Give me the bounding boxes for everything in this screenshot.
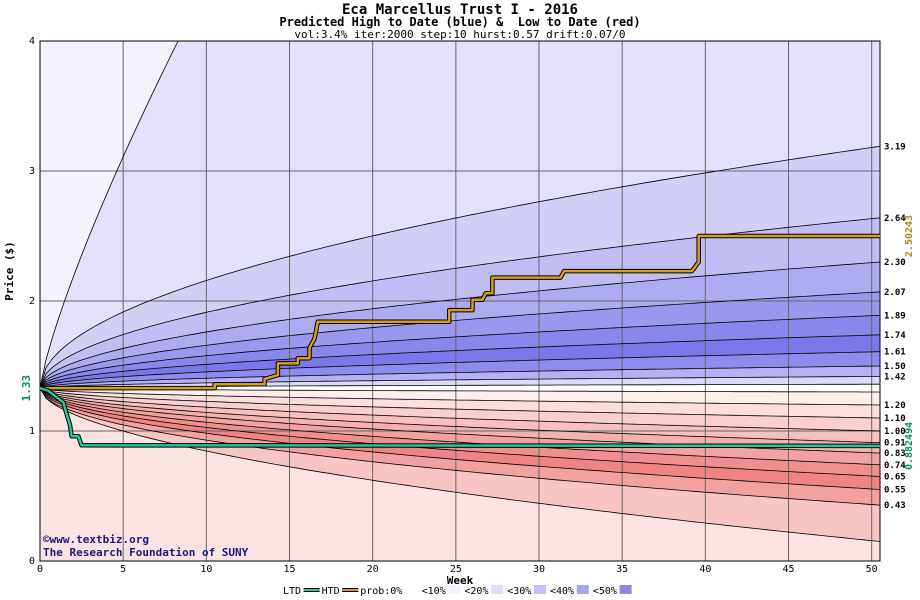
low-curve-6: [39, 387, 881, 466]
percentile-end-label: 1.50: [884, 362, 906, 372]
low-curve-8: [39, 387, 881, 490]
x-tick-label: 35: [616, 564, 628, 575]
y-tick-label: 3: [29, 166, 35, 177]
high-curve-1: [39, 145, 881, 389]
x-tick-label: 0: [37, 564, 43, 575]
x-axis-label: Week: [447, 574, 474, 587]
percentile-end-label: 1.20: [884, 401, 906, 411]
percentile-end-label: 1.10: [884, 414, 906, 424]
percentile-end-label: 1.00: [884, 427, 906, 437]
x-tick-label: 40: [699, 564, 711, 575]
x-tick-label: 5: [120, 564, 126, 575]
legend-swatch: [491, 585, 504, 594]
chart-subtitle: Predicted High to Date (blue) & Low to D…: [279, 15, 641, 29]
y-axis-label: Price ($): [3, 241, 16, 301]
high-curve-4: [39, 291, 881, 389]
y-tick-label: 0: [29, 556, 35, 567]
x-tick-label: 50: [866, 564, 878, 575]
percentile-end-label: 0.83: [884, 449, 906, 459]
legend-label: prob:0%: [360, 586, 402, 597]
low-curve-9: [39, 387, 881, 506]
low-curve-2: [39, 387, 881, 419]
legend-swatch: [619, 585, 632, 594]
legend-label: LTD: [283, 586, 301, 597]
legend-swatch: [405, 585, 418, 594]
legend-label: <20%: [464, 586, 488, 597]
ltd-line: [39, 386, 881, 448]
high-band-3: [40, 217, 880, 389]
high-band-5: [40, 291, 880, 389]
legend-label: HTD: [322, 586, 340, 597]
low-band-10: [40, 388, 880, 561]
percentile-end-label: 0.55: [884, 486, 906, 496]
legend-label: <50%: [593, 586, 617, 597]
ltd-end-label: 0.882494: [904, 422, 915, 470]
low-band-6: [40, 388, 880, 477]
chart-params: vol:3.4% iter:2000 step:10 hurst:0.57 dr…: [294, 28, 626, 41]
x-tick-label: 20: [367, 564, 379, 575]
legend-label: <40%: [550, 586, 574, 597]
htd-line: [40, 234, 880, 390]
low-curve-3: [39, 387, 881, 432]
y-tick-label: 4: [29, 36, 35, 47]
high-band-6: [40, 315, 880, 389]
high-curve-9: [39, 375, 880, 389]
percentile-end-label: 0.65: [884, 473, 906, 483]
low-band-1: [40, 388, 880, 418]
high-curve-6: [39, 334, 881, 389]
low-band-8: [40, 388, 880, 506]
percentile-end-label: 2.30: [884, 258, 906, 268]
high-band-0: [40, 41, 880, 389]
high-band-7: [40, 334, 880, 389]
legend-label: <30%: [507, 586, 531, 597]
x-tick-label: 25: [450, 564, 462, 575]
htd-end-label: 2.50243: [904, 215, 915, 257]
low-band-9: [40, 388, 880, 542]
percentile-end-label: 0.91: [884, 439, 906, 449]
high-band-1: [40, 41, 880, 389]
legend-swatch: [448, 585, 461, 594]
x-tick-label: 30: [533, 564, 545, 575]
low-band-0: [40, 388, 880, 405]
percentile-end-label: 2.07: [884, 288, 906, 298]
high-curve-7: [39, 351, 881, 389]
high-curve-8: [39, 365, 881, 389]
x-tick-label: 45: [782, 564, 794, 575]
chart-title: Eca Marcellus Trust I - 2016: [341, 2, 578, 18]
x-tick-label: 10: [200, 564, 212, 575]
low-band-3: [40, 388, 880, 443]
low-curve-4: [39, 387, 881, 444]
percentile-end-label: 0.74: [884, 461, 906, 471]
plot-frame: [39, 40, 881, 562]
percentile-end-label: 3.19: [884, 142, 906, 152]
high-curve-3: [39, 261, 881, 389]
percentile-end-label: 1.89: [884, 311, 906, 321]
legend-swatch: [534, 585, 546, 594]
low-curve-7: [39, 387, 881, 477]
x-tick-label: 15: [283, 564, 295, 575]
high-curve-2: [39, 217, 881, 389]
y-tick-label: 2: [29, 296, 35, 307]
high-curve-5: [39, 314, 881, 389]
legend-swatch: [576, 585, 589, 594]
high-band-8: [40, 351, 880, 389]
low-band-7: [40, 388, 880, 490]
watermark-line2: The Research Foundation of SUNY: [43, 546, 249, 559]
high-band-9: [40, 366, 880, 389]
percentile-end-label: 0.43: [884, 501, 906, 511]
low-curve-1: [39, 387, 881, 406]
start-price-label: 1.33: [20, 375, 33, 402]
watermark-line1: ©www.textbiz.org: [43, 533, 149, 546]
percentile-end-label: 1.42: [884, 372, 906, 382]
high-band-4: [40, 262, 880, 389]
y-tick-label: 1: [29, 426, 35, 437]
percentile-end-label: 1.74: [884, 331, 906, 341]
percentile-end-label: 2.64: [884, 214, 906, 224]
high-band-2: [40, 146, 880, 389]
legend-label: <10%: [422, 586, 446, 597]
percentile-end-label: 1.61: [884, 348, 906, 358]
low-band-4: [40, 388, 880, 454]
